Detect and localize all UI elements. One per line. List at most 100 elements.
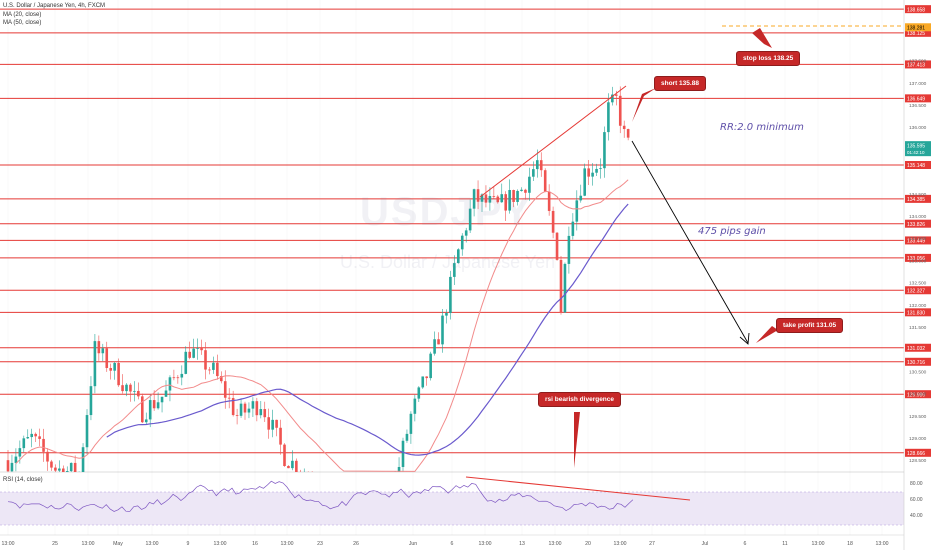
candle-body [180,373,184,378]
candle-body [168,377,172,391]
stop-price-tag [905,23,931,32]
projection-arrow [631,140,749,344]
candle-body [611,94,614,103]
price-tick-label: 131.500 [909,325,927,331]
candle-body [464,230,468,236]
candle-body [563,263,567,313]
candle-body [156,402,160,409]
candle-body [583,168,586,196]
candle-body [160,396,164,403]
candle-body [571,221,575,236]
candle-body [125,384,128,392]
rsi-callout-pointer [574,412,580,468]
price-tick-label: 129.000 [909,436,927,442]
candle-body [417,387,421,399]
candle-body [551,210,555,233]
candle-body [607,102,610,133]
candle-body [141,396,144,423]
current-price-tag [905,141,931,157]
level-tag-label: 138.125 [907,31,925,37]
candle-body [144,419,148,423]
candle-body [196,348,199,349]
level-tag-label: 133.826 [907,222,925,228]
level-tag [905,219,931,228]
candle-body [401,440,405,467]
time-tick-label: 13:00 [549,541,562,547]
price-tick-label: 134.500 [909,192,927,198]
candle-body [26,437,30,439]
level-tag [905,194,931,203]
candle-body [539,160,543,171]
candle-body [287,466,290,469]
level-tag [905,161,931,169]
candle-body [512,190,515,202]
candle-body [267,417,270,430]
candle-body [263,409,267,418]
candle-body [595,168,598,173]
candle-body [575,200,579,222]
candle-body [453,263,456,277]
candle-body [591,172,594,177]
price-tick-label: 128.500 [909,458,927,464]
price-tick-label: 132.500 [909,281,927,287]
stop-callout-pointer [752,28,772,48]
candle-body [622,125,626,130]
candle-body [626,129,630,138]
candle-body [105,348,109,369]
candle-body [251,401,255,409]
candle-body [615,94,618,96]
price-tick-label: 132.000 [909,303,927,309]
current-price-label: 135.595 [907,143,925,149]
candle-body [437,339,440,345]
candle-body [223,381,227,398]
candle-body [89,386,93,416]
rsi-legend: RSI (14, close) [3,477,43,483]
level-tag [905,5,931,14]
level-tag-label: 137.413 [907,63,925,69]
candle-body [101,348,105,354]
candle-body [109,368,112,371]
price-tick-label: 130.500 [909,369,927,375]
rsi-divergence-callout: rsi bearish divergence [538,392,622,407]
candle-body [496,196,500,203]
symbol-legend: U.S. Dollar / Japanese Yen, 4h, FXCM [3,3,106,9]
candle-body [508,190,511,211]
candle-body [516,190,519,202]
candle-body [275,419,278,428]
rsi-band [0,492,904,525]
candle-body [480,194,484,202]
candle-body [14,456,18,463]
candle-body [239,403,243,416]
pips-note: 475 pips gain [698,226,766,237]
rsi-axis: 80.00 60.00 40.00 [910,481,923,519]
time-tick-label: 13:00 [812,541,825,547]
candle-body [603,132,606,169]
candle-body [472,189,476,209]
candle-body [42,438,45,452]
candle-body [216,362,219,377]
candle-body [271,419,274,430]
candle-body [247,408,251,413]
ma20-legend: MA (20, close) [3,12,42,18]
candle-body [129,384,132,392]
price-tick-label: 136.000 [909,125,927,131]
price-axis: 138.658 138.125 137.413 136.649 135.148 134.3… [905,5,931,464]
candle-body [176,377,180,379]
candle-body [528,176,531,193]
arrow-head [739,332,750,345]
candle-body [543,170,547,192]
level-tag [905,343,931,352]
watermark-name: U.S. Dollar / Japanese Yen [340,252,556,272]
candle-body [618,95,622,126]
level-tag-label: 129.986 [907,392,925,398]
level-tag [905,390,931,399]
level-tag [905,28,931,37]
candle-body [425,376,428,379]
level-tag-label: 128.666 [907,451,925,457]
candle-body [283,444,286,467]
candle-body [413,398,417,414]
time-tick-label: 9 [187,541,190,547]
ma50-line [106,203,629,456]
level-tag [905,448,931,457]
